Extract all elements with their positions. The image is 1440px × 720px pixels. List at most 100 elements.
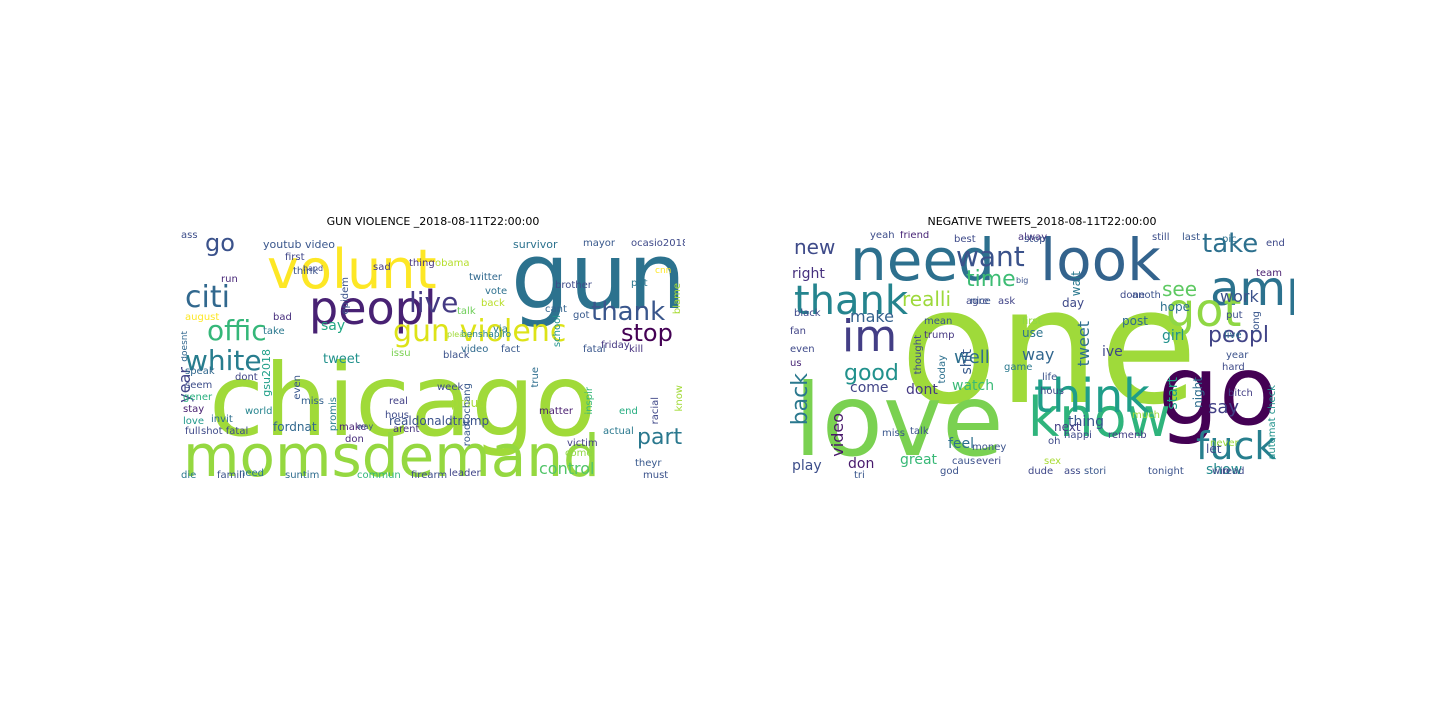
- cloud-word: ass: [1064, 466, 1081, 477]
- cloud-word: make: [850, 307, 894, 326]
- cloud-word: cnn: [655, 266, 672, 276]
- cloud-word: miss: [882, 428, 905, 439]
- cloud-word: youtub video: [263, 238, 336, 251]
- cloud-word: leader: [449, 468, 481, 479]
- word-cloud: chicago momsdemand gun volunt peopl gun viole…: [181, 231, 685, 483]
- cloud-word: victim: [567, 438, 598, 449]
- cloud-word: speak: [185, 366, 215, 377]
- cloud-word: inspir: [584, 387, 595, 415]
- cloud-word: cant: [545, 304, 567, 315]
- cloud-word: fact: [501, 344, 521, 355]
- cloud-word: friday: [601, 340, 630, 351]
- cloud-word: thing: [409, 258, 435, 269]
- cloud-word: blame: [672, 283, 683, 315]
- cloud-word: gsu2018: [260, 349, 273, 397]
- cloud-word: pic: [1222, 234, 1237, 245]
- cloud-word: next: [1054, 420, 1081, 434]
- cloud-word: don: [345, 434, 364, 445]
- cloud-word: right: [792, 266, 825, 282]
- cloud-word: love: [183, 416, 204, 427]
- cloud-word: great: [900, 452, 938, 468]
- cloud-word: oh: [1048, 436, 1061, 447]
- cloud-word: friend: [900, 231, 930, 241]
- cloud-word: need: [239, 468, 264, 479]
- cloud-word: big: [1016, 276, 1029, 285]
- cloud-word: let: [1206, 442, 1222, 456]
- cloud-word: promis: [328, 397, 339, 432]
- word-cloud: onelovegoneedlookknowwantampgotthinkimth…: [790, 231, 1294, 483]
- cloud-word: amp: [1210, 261, 1294, 317]
- cloud-word: roadtochang: [462, 383, 473, 447]
- cloud-word: ask: [998, 296, 1016, 307]
- cloud-word: think: [293, 266, 319, 277]
- cloud-word: game: [1004, 362, 1033, 373]
- cloud-word: time: [966, 267, 1016, 292]
- cloud-word: thank: [591, 297, 666, 327]
- cloud-word: well: [954, 347, 990, 368]
- cloud-word: video: [828, 413, 847, 457]
- cloud-word: good: [844, 361, 899, 386]
- cloud-word: true: [530, 367, 541, 388]
- cloud-word: first: [285, 252, 305, 263]
- cloud-word: got: [573, 310, 590, 321]
- cloud-word: yeah: [870, 231, 895, 241]
- cloud-word: play: [792, 458, 822, 474]
- cloud-word: think: [1034, 369, 1150, 423]
- cloud-word: week: [437, 382, 464, 393]
- cloud-word: much: [1132, 410, 1160, 421]
- cloud-word: full: [185, 426, 201, 437]
- cloud-word: team: [1256, 268, 1282, 279]
- cloud-word: hope: [1160, 300, 1190, 314]
- cloud-word: see: [1162, 277, 1198, 301]
- cloud-word: control: [539, 459, 595, 478]
- cloud-word: know: [1028, 386, 1171, 449]
- cloud-word: epidem: [340, 277, 351, 315]
- cloud-word: black: [794, 308, 821, 319]
- cloud-word: automat check: [1267, 385, 1278, 460]
- cloud-word: never: [1210, 438, 1239, 449]
- cloud-word: know: [674, 385, 685, 412]
- cloud-word: dont: [906, 382, 938, 398]
- cloud-word: miss: [301, 396, 324, 407]
- cloud-word: world: [245, 406, 273, 417]
- cloud-word: bad: [273, 312, 292, 323]
- cloud-word: actual: [603, 426, 634, 437]
- cloud-word: long: [1251, 311, 1262, 333]
- cloud-word: god: [940, 466, 959, 477]
- cloud-word: fatal: [583, 344, 606, 355]
- cloud-word: best: [954, 234, 976, 245]
- cloud-word: shit: [959, 349, 975, 375]
- cloud-word: take: [1202, 231, 1259, 259]
- cloud-word: thing: [1068, 414, 1105, 430]
- cloud-word: nice: [970, 296, 991, 307]
- cloud-word: everi: [976, 456, 1002, 467]
- cloud-word: life: [1042, 372, 1058, 383]
- cloud-word: twitter: [469, 272, 502, 283]
- cloud-word: end: [619, 406, 638, 417]
- cloud-word: even: [790, 344, 815, 355]
- cloud-word: bitch: [1228, 388, 1253, 399]
- cloud-word: trump: [924, 330, 955, 341]
- cloud-word: ocasio2018: [631, 238, 685, 249]
- cloud-word: chicago: [209, 342, 597, 459]
- cloud-word: white: [185, 344, 262, 377]
- cloud-word: ass: [181, 231, 198, 241]
- cloud-word: work: [1220, 287, 1259, 306]
- cloud-word: proud: [451, 396, 486, 410]
- cloud-word: obama: [435, 258, 470, 269]
- cloud-word: sex: [1044, 456, 1062, 467]
- cloud-word: say: [321, 318, 346, 334]
- cloud-word: survivor: [513, 238, 558, 251]
- cloud-word: tonight: [1148, 466, 1184, 477]
- cloud-word: volunt: [267, 238, 437, 301]
- cloud-word: go: [205, 231, 235, 257]
- cloud-word: realdonaldtrump: [389, 414, 490, 428]
- cloud-word: talk: [457, 306, 476, 317]
- cloud-word: stop: [621, 319, 673, 347]
- cloud-word: racial: [650, 397, 661, 425]
- cloud-word: day: [1062, 296, 1085, 310]
- cloud-word: gener: [183, 392, 213, 403]
- cloud-word: us: [790, 358, 802, 369]
- cloud-word: im: [842, 311, 898, 362]
- cloud-word: back: [481, 298, 505, 309]
